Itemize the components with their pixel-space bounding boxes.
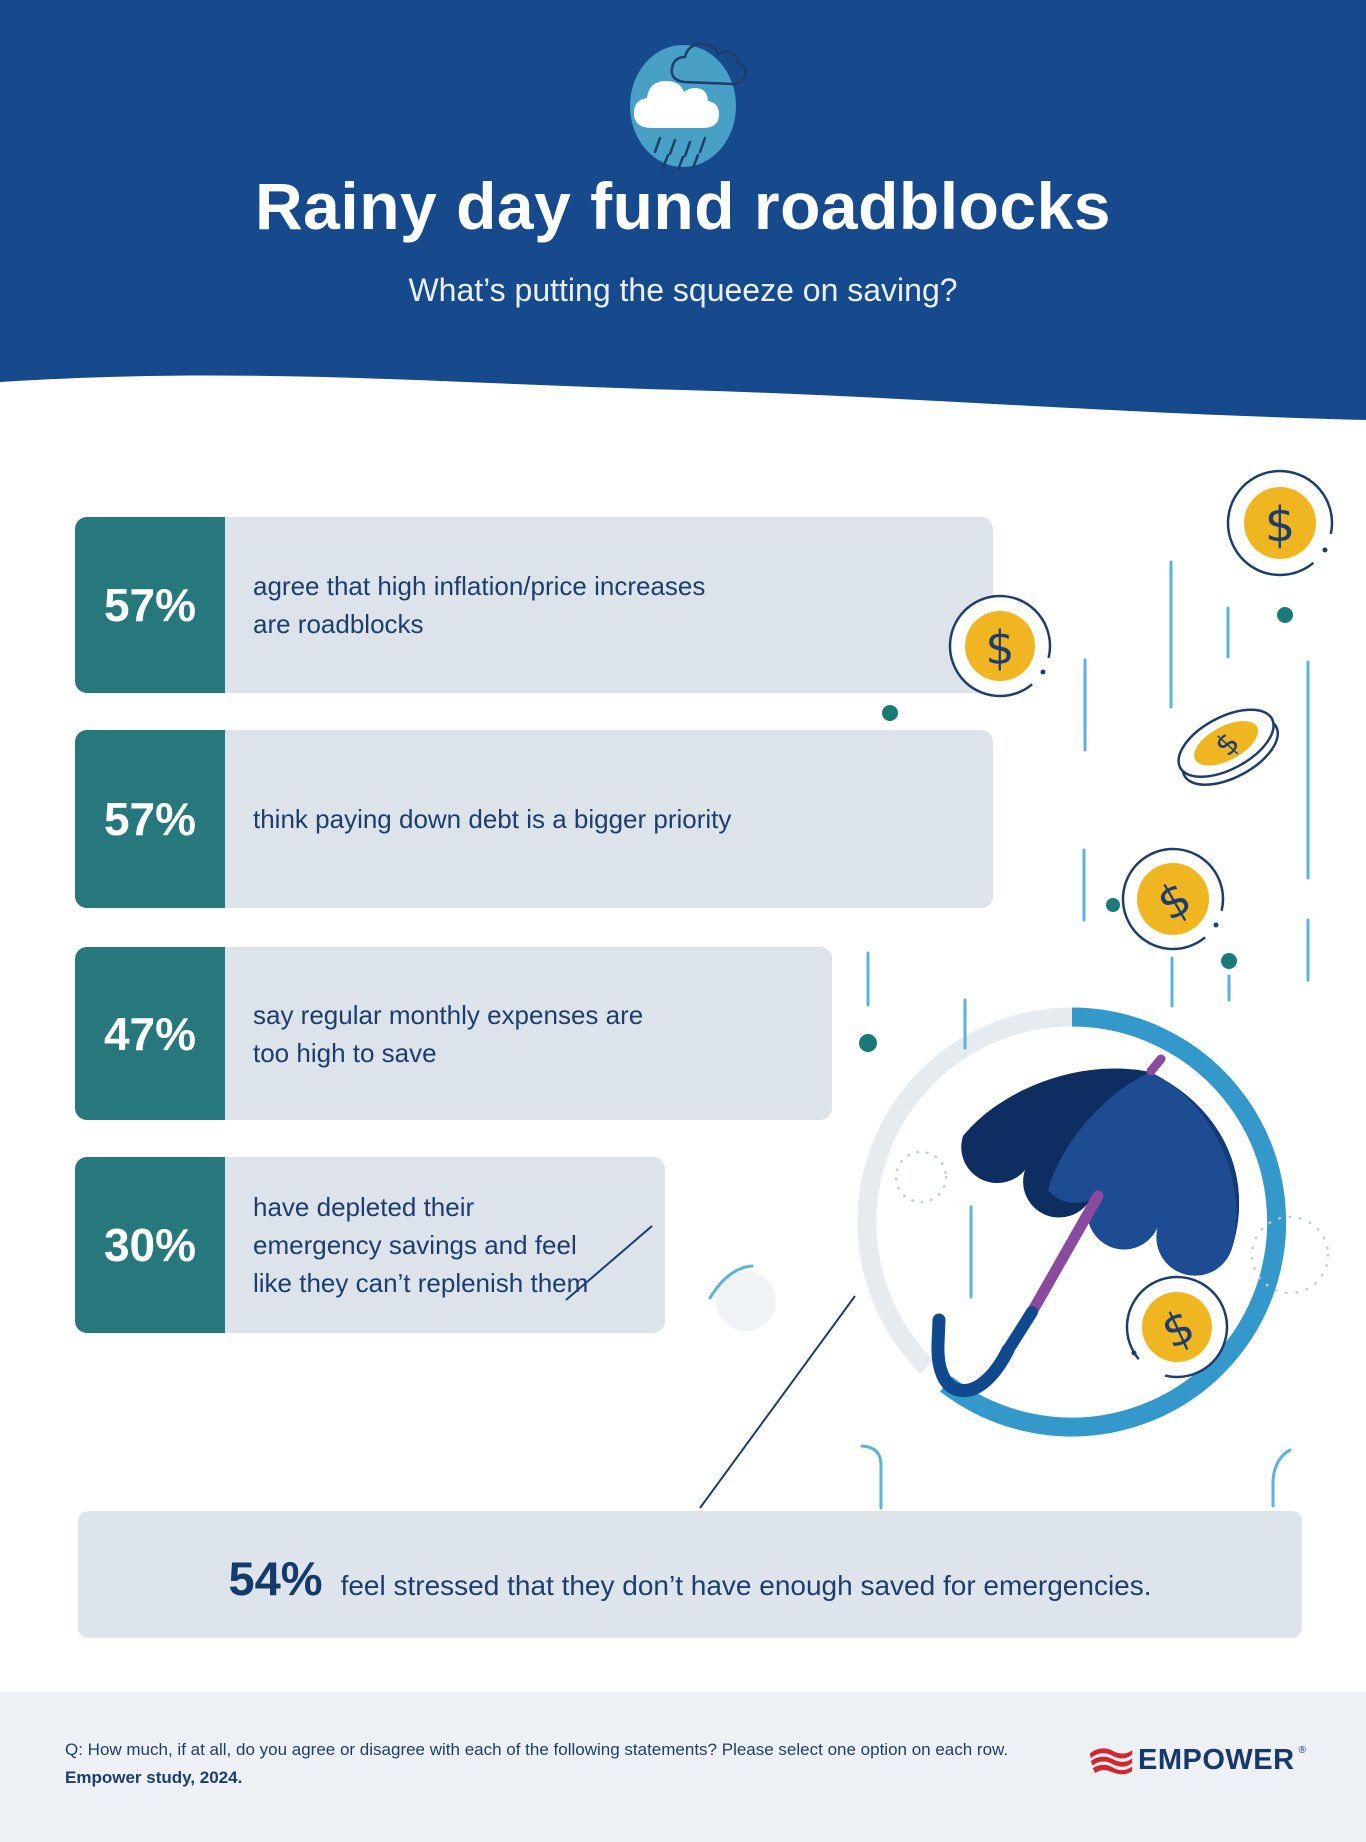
stat-value: 57%	[75, 730, 225, 908]
footer-source: Empower study, 2024.	[65, 1768, 243, 1787]
stat-row-debt: 57% think paying down debt is a bigger p…	[75, 730, 993, 908]
summary-band: 54% feel stressed that they don’t have e…	[78, 1511, 1302, 1638]
header-wave	[0, 0, 1366, 420]
registered-mark: ®	[1298, 1745, 1306, 1756]
dollar-icon: $	[1148, 870, 1200, 931]
dotted-circle	[1250, 1215, 1330, 1295]
page-title: Rainy day fund roadblocks	[255, 169, 1111, 243]
stat-bar: have depleted their emergency savings an…	[225, 1157, 665, 1333]
stat-row-depleted: 30% have depleted their emergency saving…	[75, 1157, 665, 1333]
rain-cloud-icon	[630, 42, 747, 172]
umbrella-shaft	[1026, 1190, 1104, 1318]
coin-bottom-right: $	[1125, 1275, 1229, 1379]
dollar-icon: $	[1265, 497, 1296, 553]
footer-question: Q: How much, if at all, do you agree or …	[65, 1740, 1009, 1759]
page-subtitle: What’s putting the squeeze on saving?	[408, 272, 958, 308]
stat-value: 57%	[75, 517, 225, 693]
stat-label-line: say regular monthly expenses are	[253, 999, 644, 1030]
faint-circle	[716, 1271, 776, 1331]
umbrella-icon	[931, 1054, 1240, 1397]
rain-drops	[653, 136, 707, 172]
summary-text: feel stressed that they don’t have enoug…	[340, 1570, 1152, 1601]
stat-label-line: like they can’t replenish them	[253, 1268, 589, 1298]
summary-value: 54%	[228, 1552, 323, 1605]
stat-bar: think paying down debt is a bigger prior…	[225, 730, 993, 908]
umbrella-tip	[1146, 1054, 1166, 1076]
stat-label-line: agree that high inflation/price increase…	[253, 571, 706, 601]
stat-label-line: emergency savings and feel	[253, 1230, 577, 1260]
stat-value: 47%	[75, 947, 225, 1120]
stat-label-line: too high to save	[253, 1037, 437, 1068]
header-background	[0, 0, 1366, 420]
empower-wordmark: EMPOWER	[1138, 1744, 1295, 1776]
stat-bar: say regular monthly expenses are too hig…	[225, 947, 832, 1120]
yellow-ring	[1037, 1172, 1063, 1198]
umbrella-ring	[857, 1007, 1287, 1437]
stat-label-line: are roadblocks	[253, 609, 424, 639]
umbrella-handle	[931, 1313, 1015, 1397]
stat-label-line: think paying down debt is a bigger prior…	[253, 804, 732, 834]
stat-row-expenses: 47% say regular monthly expenses are too…	[75, 947, 832, 1120]
dollar-icon: $	[1153, 1298, 1202, 1359]
coin-top-right: $	[1226, 469, 1334, 577]
stat-bar: agree that high inflation/price increase…	[225, 517, 993, 693]
coin-mid-right: $	[1121, 847, 1225, 951]
empower-flag-icon	[1089, 1747, 1133, 1774]
stat-row-inflation: 57% agree that high inflation/price incr…	[75, 517, 993, 693]
dotted-circle	[894, 1150, 948, 1204]
footer: Q: How much, if at all, do you agree or …	[0, 1692, 1366, 1842]
coin-tilted: $	[1177, 708, 1280, 786]
stat-label-line: have depleted their	[253, 1192, 475, 1222]
dollar-icon: $	[1208, 726, 1247, 764]
empower-logo: EMPOWER ®	[1088, 1744, 1306, 1777]
stat-value: 30%	[75, 1157, 225, 1333]
